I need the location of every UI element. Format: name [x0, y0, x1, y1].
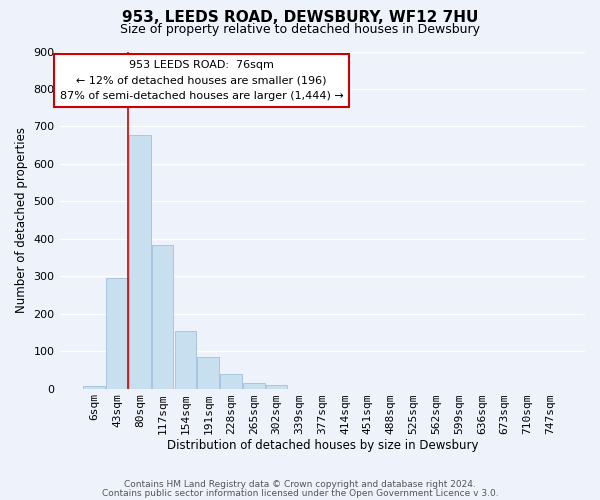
Bar — [106, 278, 128, 388]
Bar — [129, 134, 151, 388]
Y-axis label: Number of detached properties: Number of detached properties — [15, 127, 28, 313]
Text: 953, LEEDS ROAD, DEWSBURY, WF12 7HU: 953, LEEDS ROAD, DEWSBURY, WF12 7HU — [122, 10, 478, 25]
Text: Contains public sector information licensed under the Open Government Licence v : Contains public sector information licen… — [101, 488, 499, 498]
Bar — [266, 385, 287, 388]
X-axis label: Distribution of detached houses by size in Dewsbury: Distribution of detached houses by size … — [167, 440, 478, 452]
Bar — [220, 374, 242, 388]
Text: Size of property relative to detached houses in Dewsbury: Size of property relative to detached ho… — [120, 22, 480, 36]
Bar — [152, 245, 173, 388]
Bar — [243, 384, 265, 388]
Bar — [83, 386, 105, 388]
Text: 953 LEEDS ROAD:  76sqm
← 12% of detached houses are smaller (196)
87% of semi-de: 953 LEEDS ROAD: 76sqm ← 12% of detached … — [59, 60, 343, 101]
Text: Contains HM Land Registry data © Crown copyright and database right 2024.: Contains HM Land Registry data © Crown c… — [124, 480, 476, 489]
Bar — [175, 332, 196, 388]
Bar — [197, 356, 219, 388]
